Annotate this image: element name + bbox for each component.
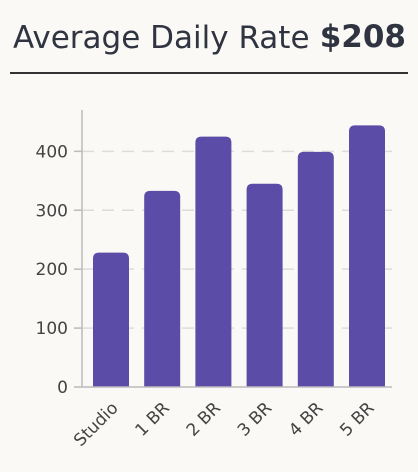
x-tick-label: 1 BR (132, 398, 174, 440)
card-header: Average Daily Rate $208 (10, 12, 408, 74)
y-tick-label: 300 (36, 201, 68, 221)
y-tick-label: 400 (36, 142, 68, 162)
x-tick-label: 4 BR (285, 398, 327, 440)
y-tick-label: 200 (36, 260, 68, 280)
x-tick-label: 5 BR (336, 398, 378, 440)
bar-5-br (349, 125, 385, 387)
x-tick-label: 2 BR (183, 398, 225, 440)
bar-4-br (297, 151, 334, 387)
y-tick-label: 100 (36, 319, 68, 339)
headline-value: $208 (319, 19, 406, 55)
y-tick-label: 0 (57, 378, 68, 398)
x-tick-label: 3 BR (234, 398, 276, 440)
x-tick-label: Studio (70, 398, 122, 450)
bar-2-br (195, 136, 232, 387)
card-title: Average Daily Rate (13, 20, 310, 56)
bar-3-br (246, 183, 283, 387)
bar-studio (93, 252, 129, 387)
bar-1-br (144, 190, 181, 387)
